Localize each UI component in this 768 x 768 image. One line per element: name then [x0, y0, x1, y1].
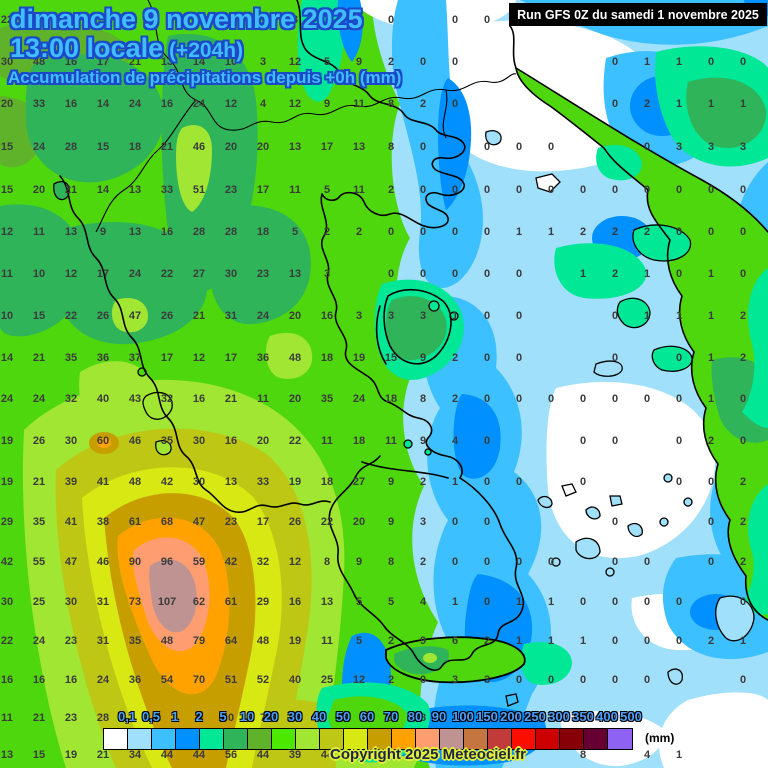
legend-threshold-label: 30 [287, 709, 303, 724]
legend-threshold-label: 60 [359, 709, 375, 724]
legend-color-cell [104, 729, 128, 749]
time-title: 13:00 locale (+204h) [10, 33, 243, 64]
legend-color-cell [512, 729, 536, 749]
legend-threshold-label: 350 [572, 709, 594, 724]
legend-threshold-label: 10 [239, 709, 255, 724]
legend-threshold-label: 500 [620, 709, 642, 724]
legend-color-cell [536, 729, 560, 749]
legend-threshold-label: 90 [431, 709, 447, 724]
coastlines [59, 0, 768, 671]
legend-threshold-label: 40 [311, 709, 327, 724]
legend-threshold-label: 2 [195, 709, 203, 724]
legend-threshold-label: 70 [383, 709, 399, 724]
legend-color-cell [224, 729, 248, 749]
legend-threshold-label: 300 [548, 709, 570, 724]
legend-threshold-label: 100 [452, 709, 474, 724]
legend-threshold-label: 80 [407, 709, 423, 724]
legend-threshold-label: 5 [219, 709, 227, 724]
legend-color-cell [488, 729, 512, 749]
legend-threshold-label: 20 [263, 709, 279, 724]
legend-threshold-label: 200 [500, 709, 522, 724]
legend-color-cell [440, 729, 464, 749]
legend-threshold-label: 0,5 [141, 709, 161, 724]
legend-color-cell [368, 729, 392, 749]
legend-color-cell [296, 729, 320, 749]
legend-threshold-label: 400 [596, 709, 618, 724]
legend-color-bar [103, 728, 633, 750]
legend-color-cell [584, 729, 608, 749]
legend-color-cell [272, 729, 296, 749]
forecast-offset: (+204h) [163, 39, 244, 62]
legend-color-cell [320, 729, 344, 749]
legend-color-cell [344, 729, 368, 749]
parameter-subtitle: Accumulation de précipitations depuis +0… [8, 68, 402, 87]
legend-color-cell [416, 729, 440, 749]
legend-color-cell [200, 729, 224, 749]
run-info-box: Run GFS 0Z du samedi 1 novembre 2025 [509, 3, 767, 26]
run-info-label: Run GFS 0Z du samedi 1 novembre 2025 [517, 7, 759, 22]
country-borders [95, 0, 517, 233]
legend-color-cell [128, 729, 152, 749]
legend-color-cell [464, 729, 488, 749]
legend-color-cell [176, 729, 200, 749]
legend-threshold-label: 0,1 [117, 709, 137, 724]
legend-threshold-label: 1 [171, 709, 179, 724]
legend-color-cell [248, 729, 272, 749]
legend-color-cell [560, 729, 584, 749]
legend-threshold-label: 250 [524, 709, 546, 724]
legend-threshold-label: 150 [476, 709, 498, 724]
legend-color-cell [152, 729, 176, 749]
legend-color-cell [608, 729, 632, 749]
date-title: dimanche 9 novembre 2025 [10, 4, 363, 34]
copyright-text: Copyright 2025 Meteociel.fr [330, 746, 526, 763]
legend-color-cell [392, 729, 416, 749]
local-time: 13:00 locale [10, 33, 164, 63]
legend-unit: (mm) [645, 731, 675, 745]
legend-threshold-label: 50 [335, 709, 351, 724]
